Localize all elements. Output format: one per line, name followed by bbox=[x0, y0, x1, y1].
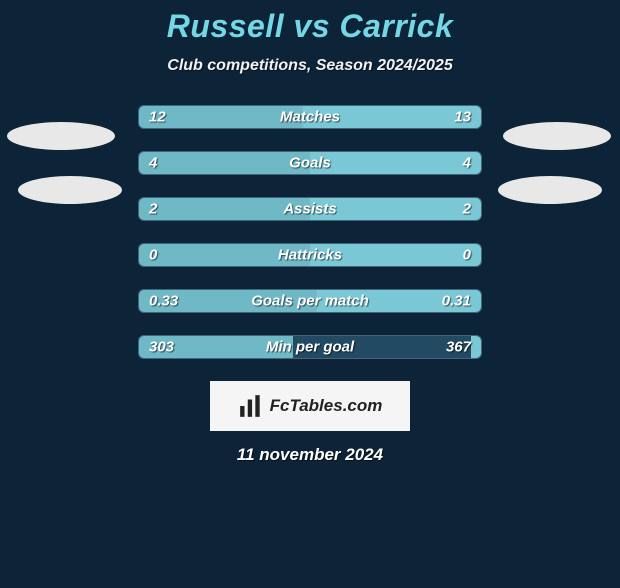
stat-label: Matches bbox=[280, 109, 340, 126]
left-placeholder-ellipse bbox=[7, 122, 115, 150]
stat-fill-left bbox=[139, 152, 310, 174]
title-player2: Carrick bbox=[339, 8, 453, 44]
date-text: 11 november 2024 bbox=[0, 445, 620, 465]
source-logo: FcTables.com bbox=[210, 381, 410, 431]
page-title: Russell vs Carrick bbox=[0, 8, 620, 45]
title-player1: Russell bbox=[167, 8, 284, 44]
stat-label: Min per goal bbox=[266, 339, 354, 356]
stat-row: 4 4 Goals bbox=[138, 151, 482, 175]
stat-row: 2 2 Assists bbox=[138, 197, 482, 221]
left-placeholder-ellipse bbox=[18, 176, 122, 204]
stat-row: 0.33 0.31 Goals per match bbox=[138, 289, 482, 313]
stat-fill-right bbox=[471, 336, 481, 358]
stat-value-right: 4 bbox=[463, 155, 471, 172]
stat-label: Hattricks bbox=[278, 247, 342, 264]
stat-value-right: 367 bbox=[446, 339, 471, 356]
chart-icon bbox=[238, 393, 264, 419]
stat-value-right: 0.31 bbox=[442, 293, 471, 310]
stat-row: 12 13 Matches bbox=[138, 105, 482, 129]
stat-value-right: 13 bbox=[454, 109, 471, 126]
stat-bars: 12 13 Matches 4 4 Goals 2 2 Assists 0 0 Hattricks 0.… bbox=[138, 105, 482, 359]
right-placeholder-ellipse bbox=[498, 176, 602, 204]
stat-label: Goals bbox=[289, 155, 331, 172]
stat-value-left: 2 bbox=[149, 201, 157, 218]
stat-value-left: 4 bbox=[149, 155, 157, 172]
stat-value-left: 0 bbox=[149, 247, 157, 264]
stat-value-left: 12 bbox=[149, 109, 166, 126]
stat-value-left: 303 bbox=[149, 339, 174, 356]
right-placeholder-ellipse bbox=[503, 122, 611, 150]
stat-value-right: 2 bbox=[463, 201, 471, 218]
stat-row: 0 0 Hattricks bbox=[138, 243, 482, 267]
stat-label: Goals per match bbox=[251, 293, 369, 310]
stat-value-right: 0 bbox=[463, 247, 471, 264]
stat-label: Assists bbox=[283, 201, 336, 218]
subtitle: Club competitions, Season 2024/2025 bbox=[0, 57, 620, 75]
stat-row: 303 367 Min per goal bbox=[138, 335, 482, 359]
logo-text: FcTables.com bbox=[270, 396, 383, 416]
comparison-content: 12 13 Matches 4 4 Goals 2 2 Assists 0 0 Hattricks 0.… bbox=[0, 105, 620, 359]
stat-fill-right bbox=[310, 152, 481, 174]
stat-value-left: 0.33 bbox=[149, 293, 178, 310]
title-vs: vs bbox=[293, 8, 330, 44]
